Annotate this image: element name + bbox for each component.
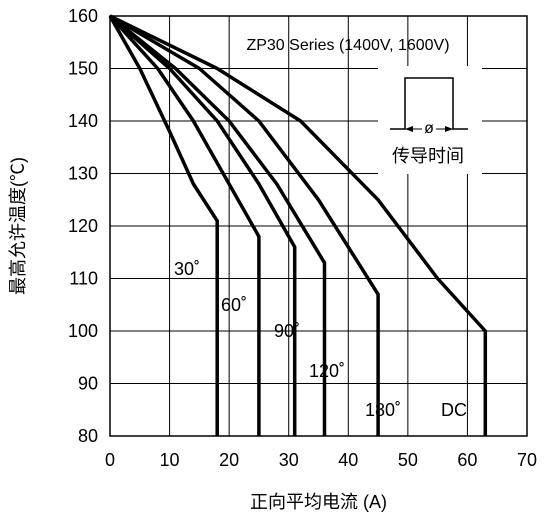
- y-axis-label: 最高允许温度(℃): [8, 157, 28, 295]
- x-tick-label: 40: [338, 450, 358, 470]
- series-line-4: [109, 14, 380, 436]
- x-tick-label: 10: [160, 450, 180, 470]
- x-axis-label: 正向平均电流 (A): [250, 492, 387, 512]
- y-tick-label: 150: [68, 59, 98, 79]
- pulse-waveform: [390, 77, 468, 130]
- chart-title: ZP30 Series (1400V, 1600V): [246, 37, 449, 54]
- x-tick-label: 50: [398, 450, 418, 470]
- series-line-2: [108, 14, 297, 436]
- y-tick-label: 80: [78, 426, 98, 446]
- y-tick-label: 120: [68, 216, 98, 236]
- series-label-1: 60˚: [221, 295, 247, 315]
- series-line-1: [108, 14, 261, 436]
- plot-frame: [109, 15, 528, 437]
- series-line-5: [109, 14, 488, 436]
- y-tick-label: 140: [68, 111, 98, 131]
- series-label-5: DC: [441, 400, 467, 420]
- series-line-3: [108, 14, 327, 436]
- x-tick-label: 0: [105, 450, 115, 470]
- y-tick-label: 130: [68, 164, 98, 184]
- conduction-time-label: 传导时间: [392, 146, 464, 166]
- y-tick-label: 160: [68, 6, 98, 26]
- x-tick-label: 70: [517, 450, 537, 470]
- right-arrow-icon: [445, 126, 453, 132]
- x-tick-label: 30: [279, 450, 299, 470]
- symbol-background: [422, 120, 436, 133]
- series-label-3: 120˚: [309, 361, 345, 381]
- phase-symbol: ø: [424, 120, 434, 137]
- x-tick-label: 20: [219, 450, 239, 470]
- left-arrow-icon: [405, 126, 413, 132]
- series-label-2: 90˚: [274, 321, 300, 341]
- y-tick-label: 110: [69, 269, 98, 289]
- x-tick-label: 60: [457, 450, 477, 470]
- series-label-0: 30˚: [174, 259, 200, 279]
- series-line-0: [108, 15, 219, 436]
- y-tick-label: 90: [78, 374, 98, 394]
- series-label-4: 180˚: [365, 400, 401, 420]
- y-tick-label: 100: [68, 321, 98, 341]
